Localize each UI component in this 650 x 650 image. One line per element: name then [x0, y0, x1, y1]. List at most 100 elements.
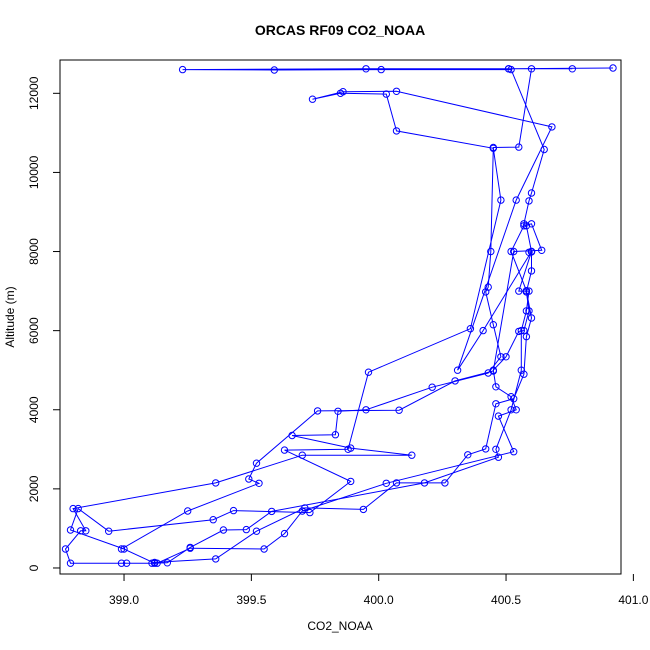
- data-point: [392, 87, 401, 96]
- data-point: [382, 479, 390, 487]
- data-point: [313, 407, 322, 415]
- chart-title: ORCAS RF09 CO2_NOAA: [255, 22, 425, 38]
- data-point: [507, 247, 515, 256]
- data-point: [82, 527, 90, 535]
- data-point: [489, 321, 497, 329]
- data-point: [568, 65, 576, 73]
- x-tick-label: 400.0: [364, 593, 394, 607]
- data-point: [392, 479, 401, 487]
- plot-frame: [59, 59, 622, 575]
- y-tick-label: 0: [27, 564, 41, 571]
- data-point: [163, 559, 172, 567]
- data-point: [515, 143, 523, 151]
- data-point: [252, 527, 261, 535]
- data-point: [492, 400, 500, 408]
- data-point: [178, 65, 187, 74]
- data-point: [395, 406, 403, 414]
- data-point: [466, 325, 475, 333]
- data-point: [122, 559, 131, 567]
- data-point: [420, 479, 429, 487]
- data-point: [441, 479, 449, 487]
- data-point: [212, 555, 220, 563]
- data-point: [117, 545, 126, 553]
- y-tick-label: 8000: [27, 238, 41, 265]
- data-point: [507, 406, 515, 414]
- data-point: [364, 368, 373, 376]
- data-point: [497, 196, 505, 204]
- data-point: [510, 395, 518, 403]
- data-point: [512, 406, 520, 414]
- data-point: [525, 197, 533, 205]
- data-point: [609, 64, 617, 72]
- data-point: [245, 475, 253, 483]
- data-point: [522, 332, 531, 341]
- data-point: [510, 247, 518, 256]
- data-point: [66, 526, 75, 534]
- series-line: [69, 90, 553, 564]
- data-point: [260, 545, 268, 553]
- data-point: [492, 445, 500, 453]
- data-point: [482, 288, 490, 296]
- data-point: [512, 196, 520, 204]
- data-point: [150, 558, 159, 567]
- data-point: [479, 326, 487, 335]
- data-point: [61, 545, 70, 553]
- data-point: [382, 90, 390, 98]
- data-point: [515, 287, 523, 295]
- data-point: [362, 65, 370, 73]
- data-point: [520, 370, 528, 378]
- data-point: [255, 479, 263, 487]
- data-point: [306, 508, 314, 517]
- x-axis-label: CO2_NOAA: [307, 619, 372, 633]
- data-point: [219, 526, 228, 534]
- data-point: [344, 445, 352, 453]
- data-point: [209, 516, 217, 524]
- data-point: [362, 406, 370, 414]
- data-point: [487, 247, 495, 256]
- data-point: [298, 451, 306, 459]
- data-point: [520, 326, 528, 335]
- data-point: [527, 189, 536, 197]
- data-point: [359, 505, 368, 514]
- data-point: [229, 506, 238, 515]
- data-point: [540, 145, 548, 154]
- data-point: [334, 407, 342, 415]
- data-point: [184, 507, 192, 515]
- data-point: [494, 453, 503, 461]
- data-point: [331, 431, 340, 439]
- data-point: [428, 383, 436, 391]
- data-point: [270, 66, 278, 74]
- data-point: [408, 451, 416, 459]
- data-point: [520, 220, 528, 228]
- data-point: [489, 367, 497, 375]
- data-point: [120, 545, 128, 553]
- x-axis: 399.0 399.5 400.0 400.5 401.0: [109, 574, 649, 607]
- data-point: [69, 504, 77, 513]
- data-point: [525, 287, 533, 295]
- data-point: [527, 314, 536, 322]
- data-point: [347, 477, 355, 486]
- series-points: [61, 64, 617, 567]
- data-point: [502, 353, 510, 361]
- data-point: [66, 559, 75, 567]
- data-point: [280, 529, 289, 538]
- data-point: [520, 222, 528, 230]
- data-point: [489, 144, 497, 153]
- data-point: [74, 504, 82, 513]
- data-point: [482, 445, 490, 453]
- x-tick-label: 399.5: [236, 593, 266, 607]
- series-lines: [64, 67, 614, 564]
- data-point: [494, 412, 503, 420]
- data-point: [527, 247, 536, 256]
- y-tick-label: 12000: [27, 76, 41, 110]
- data-point: [464, 451, 472, 459]
- data-point: [301, 504, 309, 512]
- y-tick-label: 4000: [27, 396, 41, 423]
- y-axis-label: Altitude (m): [3, 286, 17, 347]
- data-point: [497, 353, 505, 361]
- data-point: [117, 559, 126, 567]
- data-point: [451, 377, 459, 385]
- data-point: [453, 366, 462, 374]
- y-tick-label: 10000: [27, 155, 41, 189]
